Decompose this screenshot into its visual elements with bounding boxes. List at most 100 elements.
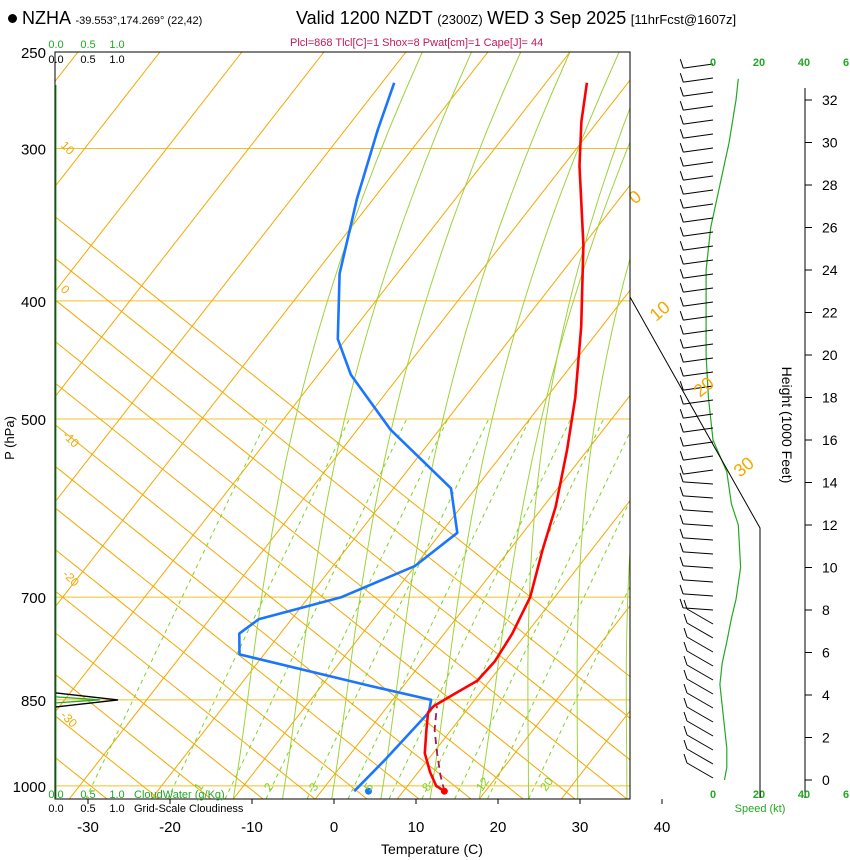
height-tick-label: 12 <box>822 517 838 533</box>
height-tick-label: 18 <box>822 390 838 406</box>
wind-barb-flag <box>679 311 684 321</box>
cloudiness-top-tick: 1.0 <box>109 54 124 66</box>
wind-barb-staff <box>683 523 714 527</box>
mixing-ratio-label: 5 <box>361 780 376 794</box>
temperature-tick-label: -30 <box>77 819 99 836</box>
wind-barb-flag <box>679 325 684 335</box>
wind-barb-flag <box>683 669 688 680</box>
x-axis-title: Temperature (C) <box>381 841 483 857</box>
wind-barb-staff <box>683 607 714 611</box>
wind-barb-flag <box>679 171 684 181</box>
wind-barb-staff <box>683 231 714 237</box>
station-header: NZHA -39.553°,174.269° (22,42) <box>8 8 202 29</box>
wind-barb-staff <box>683 343 714 349</box>
cloudiness-bottom-tick: 0.5 <box>80 803 95 815</box>
station-dot-icon <box>8 13 17 23</box>
height-tick-label: 6 <box>822 645 830 661</box>
cloudiness-label: Grid-Scale Cloudiness <box>134 803 244 815</box>
wind-barb-staff <box>683 455 714 461</box>
height-tick-label: 26 <box>822 220 838 236</box>
pressure-tick-label: 500 <box>21 412 46 429</box>
wind-barb-flag <box>679 199 684 209</box>
wind-barb-flag <box>679 101 684 111</box>
wind-barb-flag <box>679 185 684 195</box>
mixing-ratio-line <box>167 418 350 799</box>
cloudiness-marker <box>55 692 119 708</box>
wind-barb-flag <box>679 241 684 251</box>
isotherm-line <box>55 52 571 713</box>
background-lines <box>54 51 631 800</box>
wind-barb-staff <box>683 217 714 223</box>
wind-barb-staff <box>683 441 714 447</box>
wind-barb-flag <box>679 556 684 567</box>
wind-barb-flag <box>679 87 684 97</box>
mixing-ratio-label: 12 <box>473 774 492 793</box>
wind-barb-flag <box>679 423 684 433</box>
isotherm-line <box>150 184 630 799</box>
wind-barb-staff <box>686 664 714 681</box>
wind-barb-flag <box>679 353 684 363</box>
cloud-water-marker <box>55 696 101 704</box>
wind-barb-flag <box>683 753 688 764</box>
wind-barb-flag <box>679 129 684 139</box>
pressure-tick-label: 250 <box>21 45 46 62</box>
height-tick-label: 30 <box>822 135 838 151</box>
speed-bottom-tick: 6 <box>843 789 849 801</box>
wind-barb-flag <box>679 598 684 609</box>
height-tick-label: 20 <box>822 347 838 363</box>
station-location: -39.553°,174.269° (22,42) <box>75 15 203 27</box>
wind-barb-flag <box>679 283 684 293</box>
speed-bottom-tick: 0 <box>710 789 716 801</box>
wind-barb-staff <box>683 509 714 513</box>
wind-speed-line <box>705 78 742 781</box>
height-tick-label: 0 <box>822 772 830 788</box>
isotherm-line <box>478 604 630 799</box>
wind-barb-flag <box>679 367 684 377</box>
wind-barb-flag <box>679 528 684 539</box>
wind-barb-flag <box>679 381 684 391</box>
wind-barb-staff <box>683 495 714 499</box>
mixing-ratio-line <box>487 499 630 799</box>
temperature-tick-label: -10 <box>241 819 263 836</box>
wind-barb-staff <box>683 147 714 153</box>
isotherm-label: 0 <box>625 186 646 208</box>
height-tick-label: 22 <box>822 305 838 321</box>
wind-barb-staff <box>686 636 714 653</box>
wind-barb-staff <box>683 593 714 597</box>
wind-barb-flag <box>679 255 684 265</box>
wind-barb-flag <box>679 269 684 279</box>
dry-adiabat-line <box>55 423 524 799</box>
wind-barb-staff <box>683 315 714 321</box>
height-tick-label: 8 <box>822 602 830 618</box>
mixing-ratio-label: 8 <box>419 780 434 794</box>
moist-adiabat-line <box>527 106 630 799</box>
isotherm-line <box>396 499 630 799</box>
wind-barb-flag <box>683 725 688 736</box>
wind-barb-staff <box>683 579 714 583</box>
dry-adiabat-line <box>55 507 420 799</box>
dry-adiabat-line <box>55 548 368 799</box>
wind-barb-staff <box>686 748 714 765</box>
height-tick-label: 32 <box>822 92 838 108</box>
isotherm-line <box>314 394 630 799</box>
isotherm-label: 20 <box>690 373 718 401</box>
plot-frame <box>54 51 631 800</box>
height-tick-label: 14 <box>822 475 838 491</box>
wind-barb-staff <box>683 245 714 251</box>
wind-barb-flag <box>679 514 684 525</box>
mixing-ratio-line <box>454 431 630 799</box>
wind-barb-flag <box>679 143 684 153</box>
cloud-water-bottom-tick: 0.5 <box>80 789 95 801</box>
wind-barb-flag <box>679 213 684 223</box>
wind-barb-flag <box>679 73 684 83</box>
wind-barb-staff <box>683 273 714 279</box>
height-tick-label: 2 <box>822 730 830 746</box>
isotherm-line <box>68 79 630 799</box>
cloud-water-top-tick: 0.5 <box>80 39 95 51</box>
wind-barb-staff <box>683 385 714 391</box>
wind-barb-staff <box>686 734 714 751</box>
wind-barb-flag <box>679 451 684 461</box>
wind-barb-staff <box>683 203 714 209</box>
isotherm-label: -30 <box>58 708 80 730</box>
